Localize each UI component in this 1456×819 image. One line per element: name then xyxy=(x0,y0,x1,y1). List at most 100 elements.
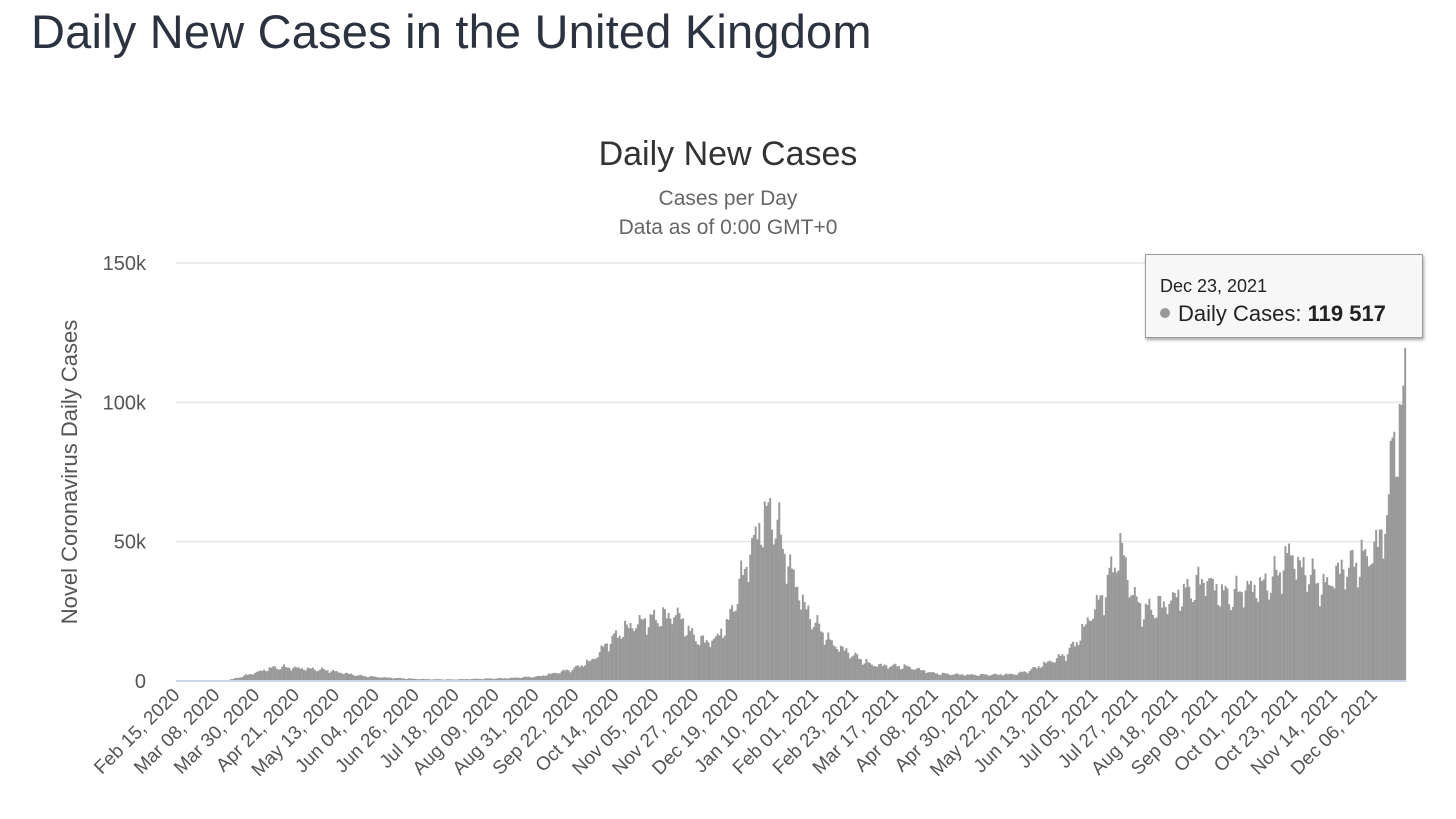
bar-day xyxy=(1297,556,1300,681)
bar-day xyxy=(408,678,411,681)
bar-day xyxy=(1362,550,1365,681)
bar-day xyxy=(798,600,801,681)
bar-day xyxy=(894,663,897,681)
bar-day xyxy=(1353,566,1356,681)
bar-day xyxy=(1233,588,1236,681)
bar-day xyxy=(1331,586,1334,681)
bar-day xyxy=(1293,568,1296,681)
bar-day xyxy=(734,610,737,681)
bar-day xyxy=(1373,541,1376,681)
bar-day xyxy=(1119,533,1122,681)
bar-day xyxy=(491,678,494,681)
bar-day xyxy=(586,659,588,681)
bar-day xyxy=(1117,570,1120,681)
bar-day xyxy=(322,669,325,681)
bar-day xyxy=(1295,579,1298,681)
bar-day xyxy=(498,677,501,681)
bar-day xyxy=(1092,618,1095,681)
bar-day xyxy=(703,642,706,681)
bar-day xyxy=(919,670,922,681)
bar-day xyxy=(1052,662,1055,681)
bar-day xyxy=(460,678,463,681)
chart-subtitle-line-1: Cases per Day xyxy=(659,187,798,210)
bar-day xyxy=(687,625,690,681)
bar-day xyxy=(907,666,910,681)
bar-day xyxy=(1099,595,1102,681)
bar-day xyxy=(934,673,937,681)
bar-day xyxy=(1057,654,1060,681)
bar-day xyxy=(1333,588,1336,681)
bar-day xyxy=(698,645,701,681)
bar-day xyxy=(702,635,705,681)
bar-day xyxy=(333,671,336,681)
bar-day xyxy=(1231,606,1234,681)
bar-day xyxy=(814,622,817,681)
bar-day xyxy=(839,645,842,681)
bar-day xyxy=(890,665,893,681)
bar-day xyxy=(1097,599,1100,681)
bar-day xyxy=(1255,598,1258,681)
bar-day xyxy=(609,643,612,681)
bar-day xyxy=(596,657,599,681)
bar-day xyxy=(774,538,777,681)
bar-day xyxy=(1259,577,1262,681)
bar-day xyxy=(290,670,293,681)
bar-day xyxy=(243,675,246,681)
bar-day xyxy=(1364,549,1367,681)
bar-day xyxy=(497,678,500,681)
bar-day xyxy=(275,668,278,681)
bar-day xyxy=(1139,603,1142,681)
y-tick-label: 150k xyxy=(103,253,147,275)
bar-day xyxy=(1347,567,1350,681)
bar-day xyxy=(540,676,543,681)
bar-day xyxy=(332,669,334,681)
bar-day xyxy=(852,655,855,681)
bar-day xyxy=(898,666,900,681)
bar-day xyxy=(301,668,304,681)
bar-day xyxy=(1371,563,1374,681)
bar-day xyxy=(264,671,267,681)
bar-day xyxy=(1244,590,1247,681)
bar-day xyxy=(1050,661,1053,681)
bar-day xyxy=(371,676,374,681)
bar-day xyxy=(299,668,302,681)
bar-day xyxy=(629,623,632,681)
bar-day xyxy=(937,674,940,681)
bar-day xyxy=(573,667,576,681)
bar-day xyxy=(1386,515,1388,681)
bar-day xyxy=(1286,552,1289,681)
bar-day xyxy=(351,674,354,681)
bar-day xyxy=(399,677,402,681)
bar-day xyxy=(1161,607,1164,681)
bar-day xyxy=(1279,572,1281,681)
bar-day xyxy=(685,635,688,681)
bar-day xyxy=(1235,575,1238,681)
bar-day xyxy=(1195,575,1198,681)
bar-day xyxy=(963,675,966,681)
bar-day xyxy=(618,635,621,681)
bar-day xyxy=(400,678,403,681)
bar-day xyxy=(511,677,514,681)
bar-day xyxy=(812,627,815,681)
bar-day xyxy=(1277,575,1280,681)
bar-day xyxy=(1369,564,1372,681)
bar-day xyxy=(943,673,946,681)
y-tick-labels: 0 50k 100k 150k xyxy=(103,253,147,693)
bar-day xyxy=(921,670,924,681)
bar-day xyxy=(820,631,822,681)
bar-day xyxy=(1141,626,1144,681)
bar-day xyxy=(1266,590,1269,681)
bar-day xyxy=(1306,591,1309,681)
bar-day xyxy=(760,544,763,681)
bar-day xyxy=(567,670,570,681)
bar-day xyxy=(758,522,761,681)
bar-day xyxy=(1193,599,1196,681)
bar-day xyxy=(829,639,832,681)
bar-day xyxy=(288,667,291,681)
bar-day xyxy=(1175,597,1178,681)
bar-day xyxy=(277,669,280,681)
bar-day xyxy=(1269,592,1272,681)
bar-day xyxy=(899,669,902,681)
bar-day xyxy=(279,669,282,681)
bar-day xyxy=(662,607,665,681)
